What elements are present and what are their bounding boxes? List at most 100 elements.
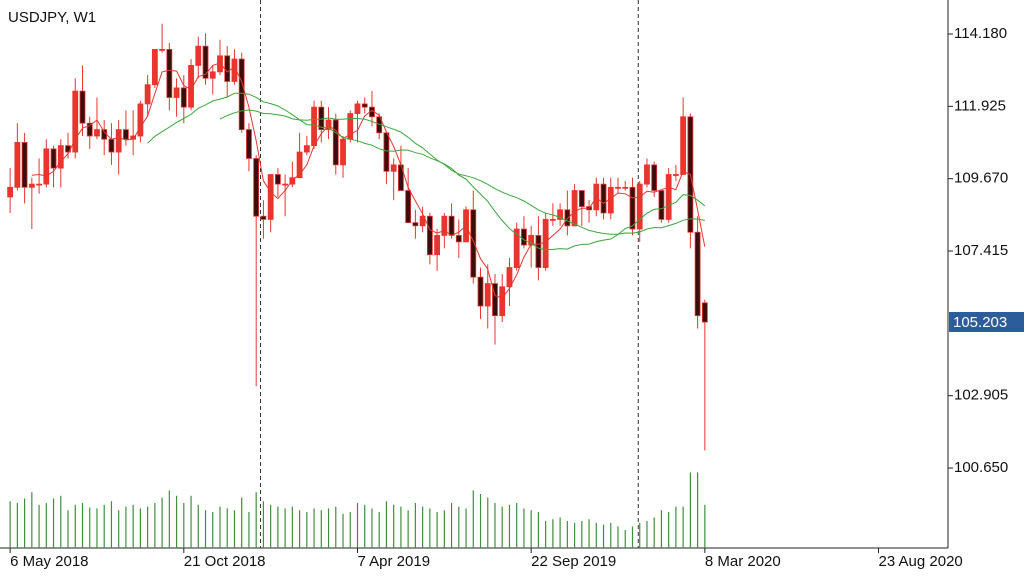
y-tick-label: 111.925 [954,97,1006,114]
candle-body [159,49,166,51]
candle-body [303,145,310,153]
moving-average [219,109,705,235]
candle-body [57,145,64,169]
candle-body [267,174,274,220]
candle-body [694,231,701,317]
x-tick-label: 6 May 2018 [10,553,88,570]
candle-body [658,190,665,220]
candle-body [405,190,412,224]
candle-body [448,215,455,236]
candle-body [535,235,542,268]
candle-body [549,219,556,221]
candle-body [455,235,462,243]
candle-body [383,132,390,172]
candle-body [477,276,484,307]
candle-body [43,148,50,185]
candle-body [593,183,600,211]
y-tick-label: 100.650 [954,459,1008,476]
candle-body [282,183,289,186]
candle-body [144,84,151,105]
moving-average [147,92,706,251]
candle-body [123,129,129,140]
last-price-label: 105.203 [953,314,1007,331]
candle-body [615,186,621,189]
candle-body [680,116,687,175]
candle-body [426,215,433,256]
candle-body [238,58,245,130]
candle-body [166,49,173,98]
candle-body [542,219,549,268]
y-tick-label: 102.905 [954,387,1008,404]
candle-body [506,267,513,288]
candle-body [188,65,194,108]
candle-body [86,122,93,137]
candle-body [492,283,498,317]
candle-body [180,87,187,108]
candle-body [137,103,144,137]
candle-body [195,45,202,66]
candle-body [390,164,397,172]
x-tick-label: 21 Oct 2018 [184,553,266,570]
y-tick-label: 109.670 [954,170,1008,187]
candle-body [224,55,231,82]
candle-body [260,215,267,220]
candle-body [484,283,491,307]
candle-body [209,71,216,79]
candle-body [622,186,629,189]
candle-body [434,235,440,256]
candle-body [202,45,209,79]
candle-body [332,119,339,166]
candle-body [644,164,650,185]
candle-body [578,190,585,207]
candle-body [94,129,100,137]
x-tick-label: 7 Apr 2019 [357,553,430,570]
candle-body [470,209,477,278]
candle-body [36,183,42,186]
candle-body [419,215,426,227]
candle-body [72,90,79,153]
candle-body [50,148,57,169]
candle-body [412,222,419,227]
candle-body [557,209,564,220]
candle-body [79,90,86,124]
candle-body [325,119,332,130]
candle-body [564,209,571,227]
candle-body [108,138,115,153]
candle-body [274,174,281,185]
x-tick-label: 22 Sep 2019 [531,553,616,570]
candle-body [231,58,238,82]
candle-body [499,286,506,317]
candle-body [665,174,672,220]
candle-body [513,228,520,268]
candle-body [636,183,643,230]
candle-body [673,174,679,176]
candle-body [340,138,346,166]
candle-body [600,183,607,214]
y-tick-label: 114.180 [954,25,1007,42]
candle-body [151,49,158,86]
moving-average [31,62,706,299]
candle-body [354,103,361,114]
candle-body [311,106,317,147]
candle-body [7,186,14,198]
candle-body [115,129,122,153]
candle-body [521,228,527,246]
candle-body [28,183,35,188]
candle-body [398,164,404,191]
candle-body [246,129,252,159]
candle-body [173,87,180,98]
candle-body [21,142,28,188]
chart-title: USDJPY, W1 [8,9,96,26]
candle-body [651,164,658,191]
candle-body [571,190,578,227]
candle-body [296,151,303,179]
candle-body [253,158,260,217]
candle-body [361,103,368,108]
last-price-box [949,311,1024,332]
candle-body [441,215,448,236]
x-tick-label: 8 Mar 2020 [705,553,781,570]
y-tick-label: 107.415 [954,242,1008,259]
candle-body [701,302,708,323]
candle-body [14,142,21,188]
